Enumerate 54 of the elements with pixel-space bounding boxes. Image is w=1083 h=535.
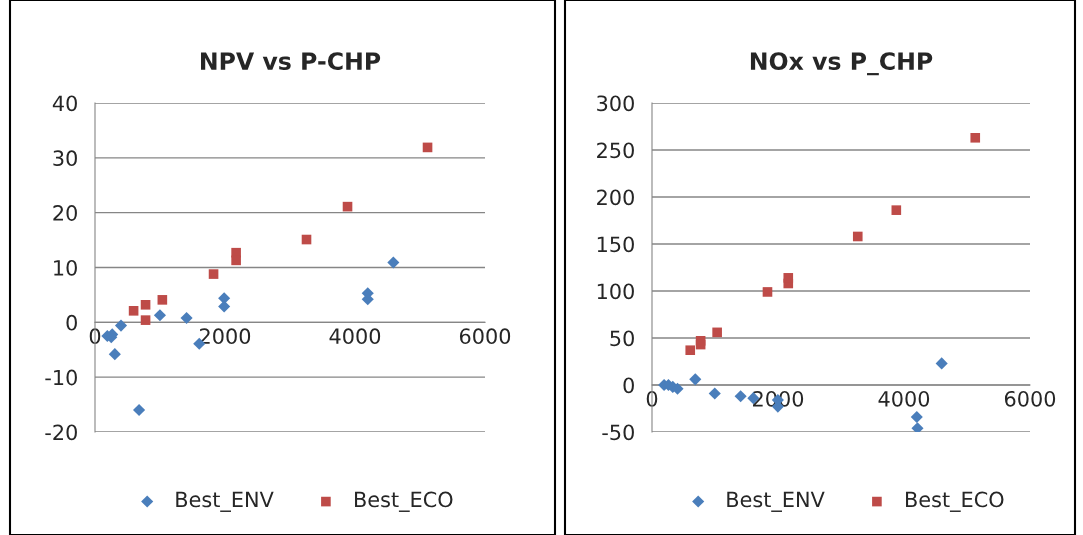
point bbox=[685, 345, 696, 356]
point bbox=[935, 357, 948, 370]
x-tick-label: 4000 bbox=[878, 390, 930, 407]
point bbox=[708, 387, 721, 400]
point bbox=[783, 273, 794, 283]
point bbox=[852, 231, 863, 242]
point bbox=[712, 327, 722, 338]
y-tick-label: 150 bbox=[597, 236, 634, 253]
point bbox=[153, 309, 166, 322]
point bbox=[208, 269, 219, 279]
x-tick-label: 6000 bbox=[459, 328, 511, 345]
y-tick-label: 20 bbox=[53, 205, 77, 221]
y-tick-label: -20 bbox=[45, 424, 77, 441]
x-tick-label: 2000 bbox=[200, 328, 251, 345]
point bbox=[910, 410, 923, 424]
y-tick-label: 30 bbox=[53, 150, 77, 167]
y-tick-label: 250 bbox=[597, 142, 634, 159]
point bbox=[114, 319, 128, 332]
y-tick-label: 50 bbox=[610, 330, 634, 347]
point bbox=[911, 422, 924, 432]
point bbox=[140, 299, 151, 310]
y-tick-label: 0 bbox=[623, 377, 634, 394]
x-tick-label: 4000 bbox=[329, 328, 381, 345]
point bbox=[128, 306, 139, 316]
point bbox=[891, 205, 902, 215]
point bbox=[231, 255, 241, 266]
x-tick-label: 6000 bbox=[1004, 390, 1056, 407]
y-tick-label: 10 bbox=[54, 259, 77, 276]
y-tick-label: 300 bbox=[597, 95, 634, 112]
x-tick-label: 0 bbox=[89, 328, 101, 345]
x-tick-label: 0 bbox=[646, 390, 658, 407]
y-tick-label: 40 bbox=[52, 95, 77, 112]
legend-label: Best_ENV bbox=[727, 491, 825, 512]
point bbox=[762, 287, 773, 297]
point bbox=[689, 373, 702, 386]
y-tick-label: 0 bbox=[66, 314, 77, 331]
chart-title: NOx vs P_CHP bbox=[750, 52, 933, 76]
y-tick-label: 200 bbox=[597, 189, 634, 206]
point bbox=[140, 315, 151, 325]
legend-label: Best_ECO bbox=[355, 491, 453, 512]
point bbox=[695, 336, 706, 346]
point bbox=[108, 348, 121, 361]
point bbox=[180, 311, 193, 324]
point bbox=[387, 256, 400, 269]
point bbox=[734, 390, 747, 403]
point bbox=[970, 132, 981, 143]
y-tick-label: 100 bbox=[597, 283, 634, 300]
chart-title: NPV vs P-CHP bbox=[201, 52, 381, 70]
legend-label: Best_ECO bbox=[906, 491, 1004, 512]
legend-label: Best_ENV bbox=[176, 491, 274, 512]
point bbox=[157, 295, 168, 305]
y-tick-label: -10 bbox=[45, 369, 77, 386]
y-tick-label: -50 bbox=[602, 424, 634, 441]
point bbox=[133, 404, 146, 417]
